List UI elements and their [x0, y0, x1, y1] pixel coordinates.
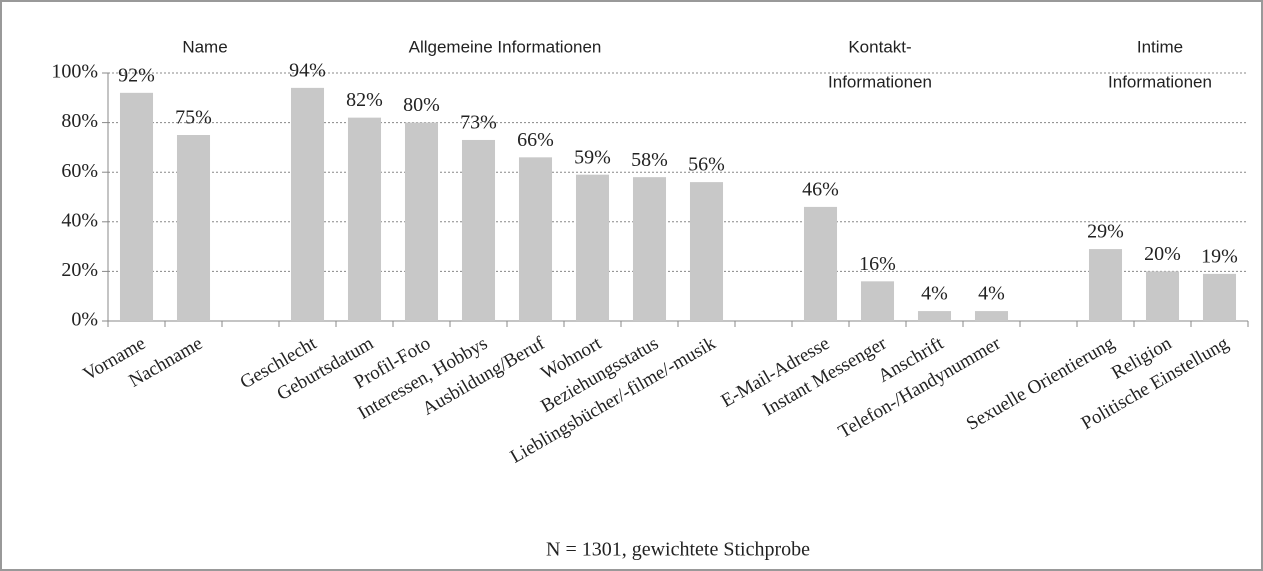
- bar: [974, 311, 1009, 321]
- y-tick-label: 40%: [61, 209, 98, 231]
- bar: [347, 117, 382, 321]
- value-label: 19%: [1201, 245, 1238, 267]
- group-label: Kontakt-: [848, 37, 911, 56]
- y-tick-label: 80%: [61, 110, 98, 132]
- group-label: Informationen: [828, 72, 932, 91]
- bar: [461, 139, 496, 321]
- bar: [1145, 271, 1180, 321]
- bar: [176, 135, 211, 321]
- bar: [1202, 273, 1237, 321]
- value-label: 92%: [118, 64, 155, 86]
- bar: [404, 122, 439, 321]
- bar: [632, 177, 667, 321]
- value-label: 56%: [688, 154, 725, 176]
- value-label: 73%: [460, 112, 497, 134]
- bar: [803, 206, 838, 321]
- value-label: 66%: [517, 129, 554, 151]
- bar: [119, 92, 154, 321]
- bar: [518, 157, 553, 321]
- group-label: Informationen: [1108, 72, 1212, 91]
- x-axis-label: N = 1301, gewichtete Stichprobe: [546, 539, 810, 561]
- bar: [689, 182, 724, 321]
- group-label: Intime: [1137, 37, 1183, 56]
- value-label: 82%: [346, 89, 383, 111]
- value-label: 58%: [631, 149, 668, 171]
- bar: [917, 311, 952, 321]
- bar: [575, 174, 610, 321]
- y-tick-label: 100%: [51, 61, 98, 83]
- group-label: Name: [182, 37, 227, 56]
- y-tick-label: 60%: [61, 160, 98, 182]
- value-label: 80%: [403, 94, 440, 116]
- value-label: 16%: [859, 253, 896, 275]
- value-label: 20%: [1144, 243, 1181, 265]
- value-label: 29%: [1087, 221, 1124, 243]
- value-label: 75%: [175, 107, 212, 129]
- value-label: 59%: [574, 146, 611, 168]
- group-label: Allgemeine Informationen: [409, 37, 602, 56]
- value-label: 4%: [921, 283, 948, 305]
- value-label: 94%: [289, 59, 326, 81]
- bar: [1088, 249, 1123, 321]
- y-tick-label: 20%: [61, 259, 98, 281]
- bar: [860, 281, 895, 321]
- value-label: 4%: [978, 283, 1005, 305]
- y-tick-label: 0%: [71, 309, 98, 331]
- bar: [290, 87, 325, 321]
- value-label: 46%: [802, 179, 839, 201]
